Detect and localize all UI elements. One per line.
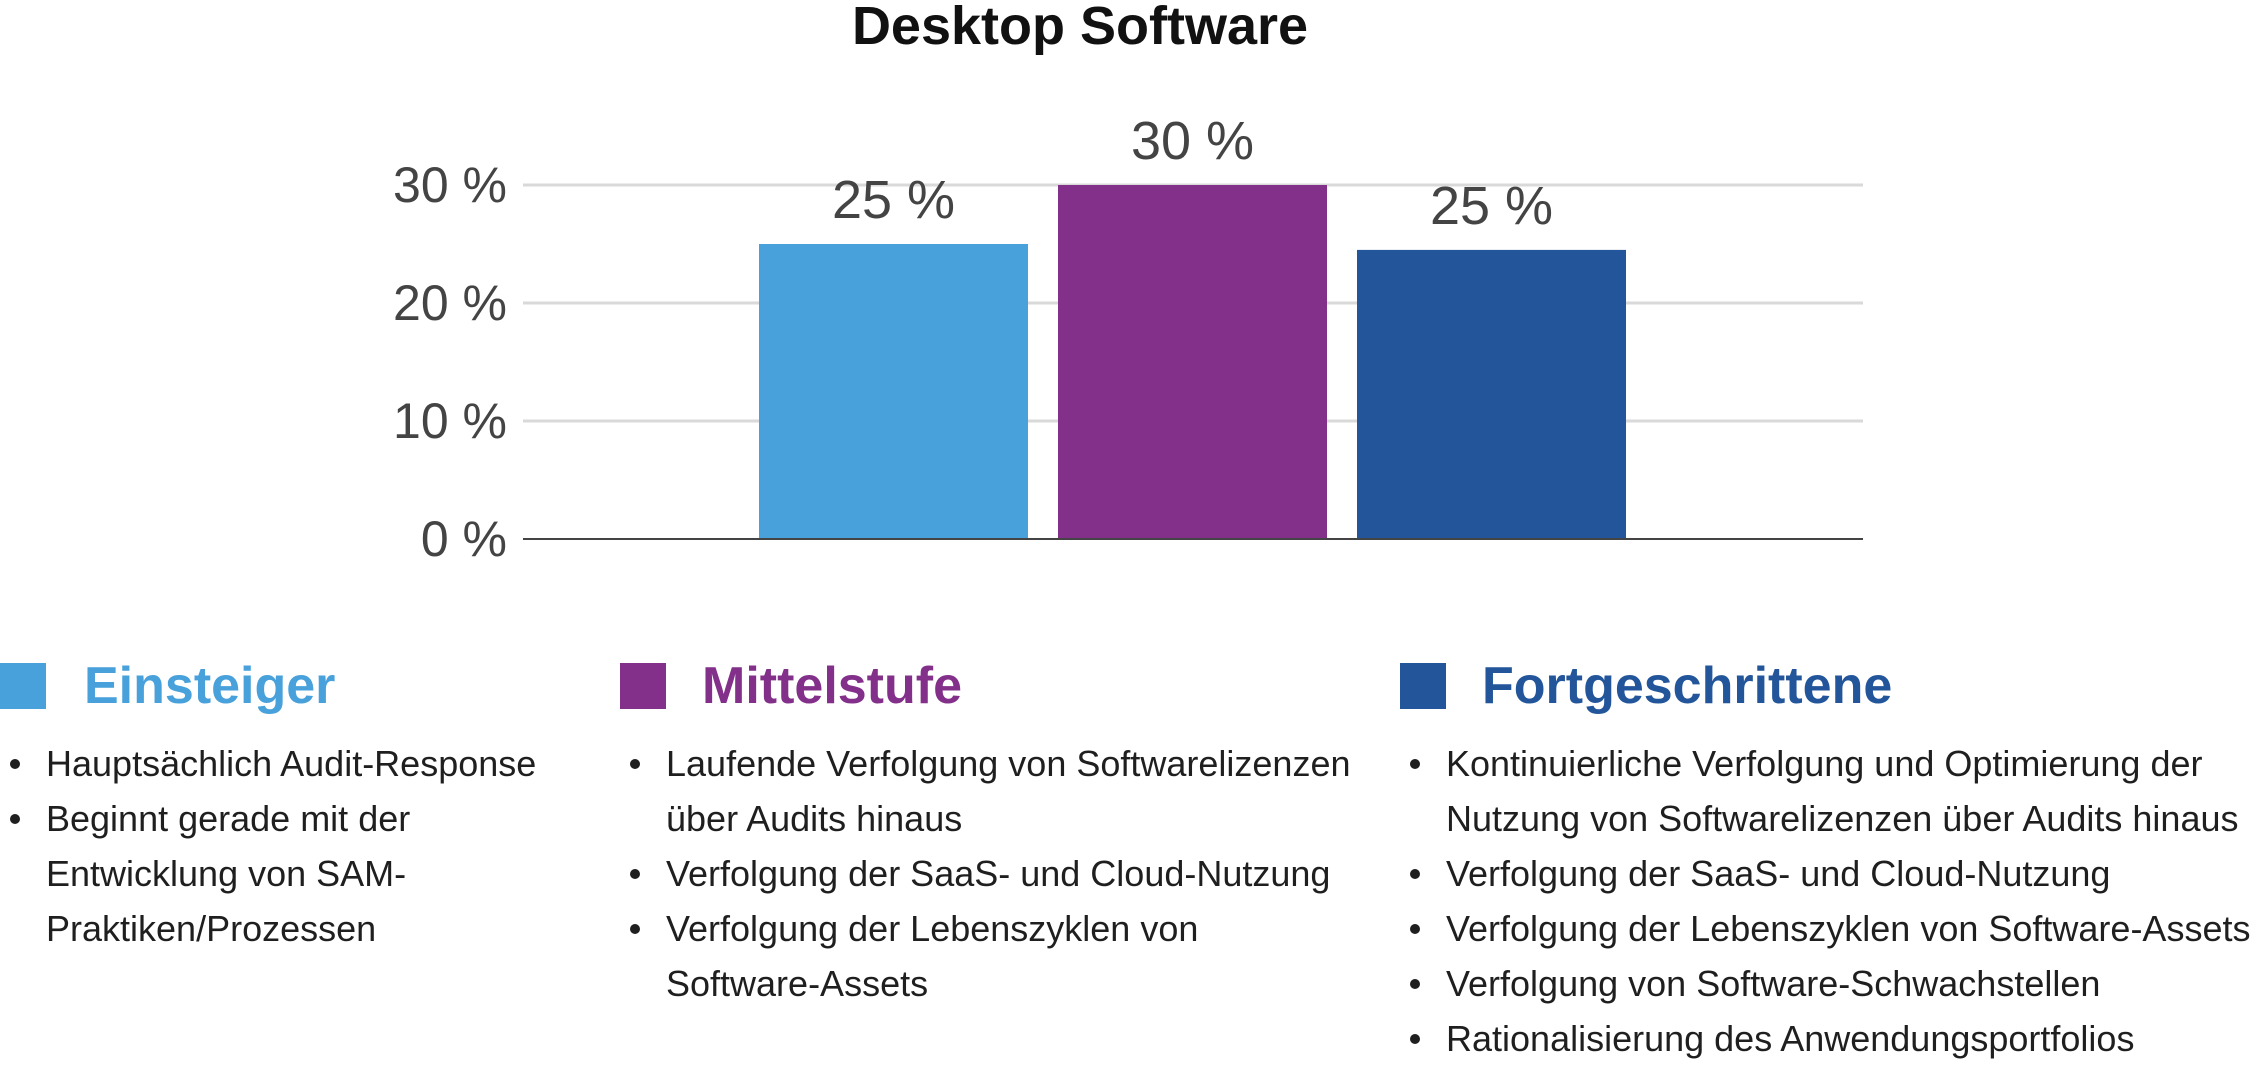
y-tick-label: 0 % [421, 511, 507, 567]
list-item: Kontinuierliche Verfolgung und Optimieru… [1400, 736, 2268, 846]
data-label: 30 % [1131, 111, 1254, 171]
bar-mittelstufe [1058, 185, 1327, 539]
chart-title: Desktop Software [852, 0, 1308, 56]
list-item: Verfolgung der SaaS- und Cloud-Nutzung [620, 846, 1360, 901]
data-label: 25 % [1430, 176, 1553, 236]
legend-list-fortgeschrittene: Kontinuierliche Verfolgung und Optimieru… [1400, 736, 2268, 1066]
legend-einsteiger: Einsteiger Hauptsächlich Audit-Response … [0, 650, 600, 956]
y-tick-label: 20 % [393, 275, 507, 331]
legend-title-mittelstufe: Mittelstufe [702, 657, 962, 715]
list-item: Verfolgung der Lebenszyklen von Software… [620, 901, 1360, 1011]
y-tick-label: 30 % [393, 157, 507, 213]
list-item: Rationalisierung des Anwendungsportfolio… [1400, 1011, 2268, 1066]
legend-list-mittelstufe: Laufende Verfolgung von Softwarelizenzen… [620, 736, 1360, 1011]
data-label: 25 % [832, 170, 955, 230]
y-tick-label: 10 % [393, 393, 507, 449]
bar-fortgeschrittene [1357, 249, 1626, 539]
list-item: Verfolgung der Lebenszyklen von Software… [1400, 901, 2268, 956]
legend-mittelstufe: Mittelstufe Laufende Verfolgung von Soft… [620, 650, 1360, 1011]
list-item: Beginnt gerade mit der Entwicklung von S… [0, 791, 600, 956]
list-item: Verfolgung von Software-Schwachstellen [1400, 956, 2268, 1011]
legend-swatch-fortgeschrittene [1400, 663, 1446, 709]
legend-swatch-mittelstufe [620, 663, 666, 709]
legend-title-fortgeschrittene: Fortgeschrittene [1482, 657, 1893, 715]
list-item: Hauptsächlich Audit-Response [0, 736, 600, 791]
legend-swatch-einsteiger [0, 663, 46, 709]
list-item: Laufende Verfolgung von Softwarelizenzen… [620, 736, 1360, 846]
bar-chart: Desktop Software 0 % 10 % 20 % 30 % 25 % 30 … [393, 0, 1863, 567]
legend-fortgeschrittene: Fortgeschrittene Kontinuierliche Verfolg… [1400, 650, 2268, 1066]
list-item: Verfolgung der SaaS- und Cloud-Nutzung [1400, 846, 2268, 901]
legend-title-einsteiger: Einsteiger [84, 657, 336, 715]
legend-list-einsteiger: Hauptsächlich Audit-Response Beginnt ger… [0, 736, 600, 956]
bar-einsteiger [759, 244, 1028, 539]
